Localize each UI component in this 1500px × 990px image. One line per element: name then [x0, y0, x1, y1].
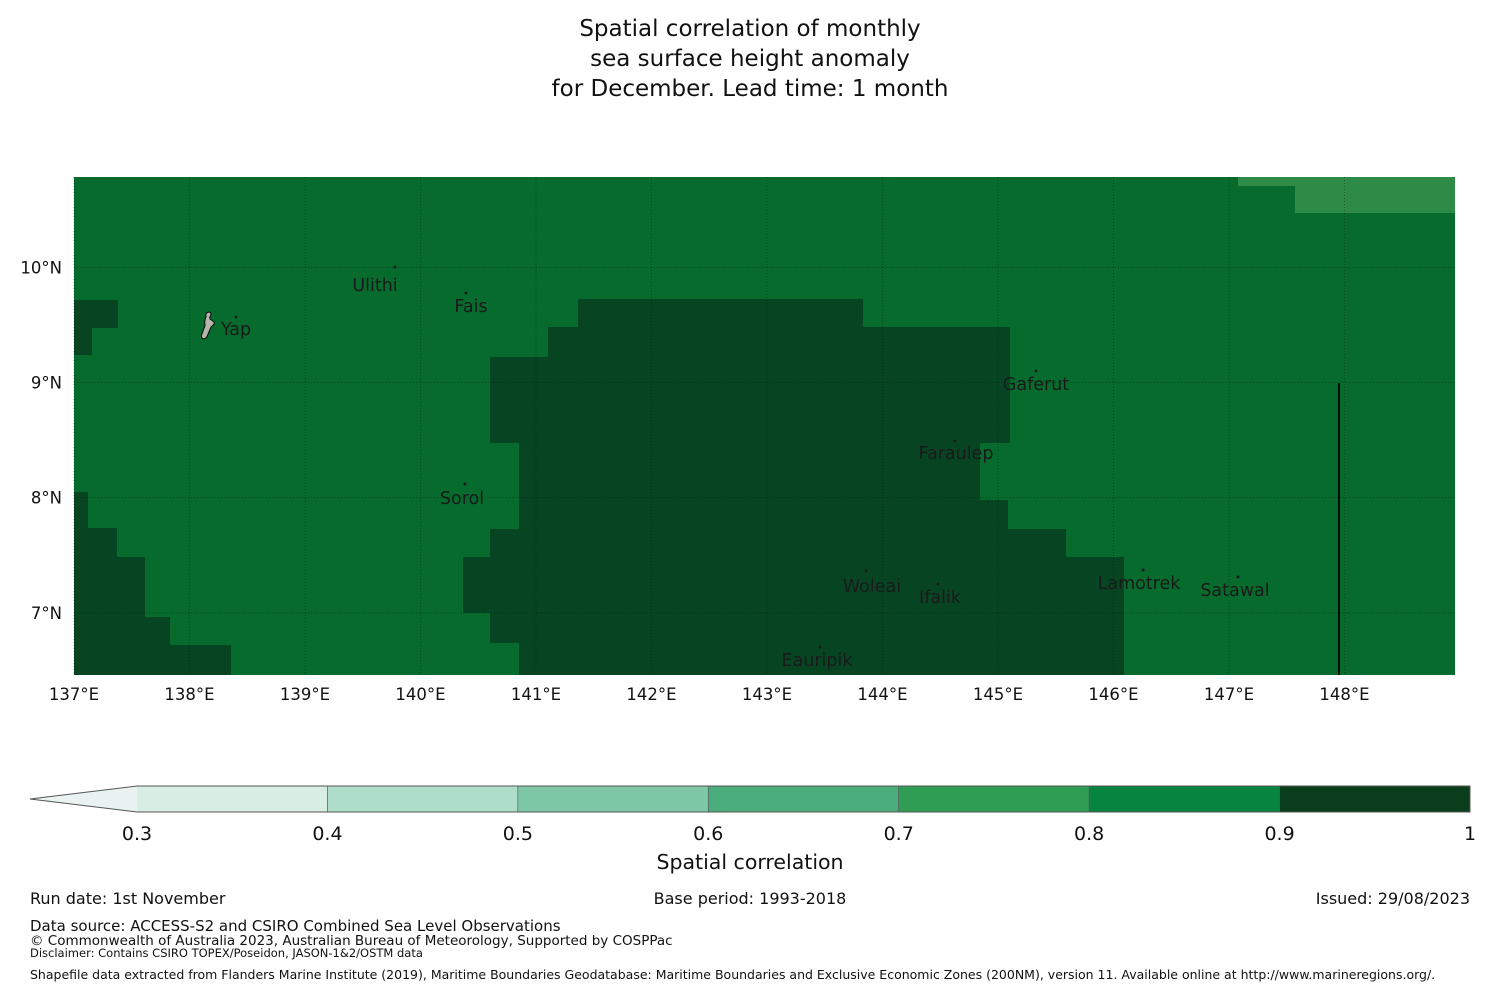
y-tick-label: 8°N [31, 489, 62, 508]
colorbar-tick-label: 0.6 [693, 823, 723, 845]
y-tick-label: 7°N [31, 604, 62, 623]
colorbar-segment [1279, 786, 1470, 812]
correlation-bin-09-10-patch [519, 643, 1124, 675]
correlation-bin-09-10-patch [74, 645, 231, 675]
colorbar-tick-label: 0.9 [1264, 823, 1294, 845]
x-tick-label: 144°E [857, 685, 907, 704]
island-shape-yap [200, 311, 215, 340]
x-tick-label: 146°E [1088, 685, 1138, 704]
colorbar-tick-label: 0.7 [884, 823, 914, 845]
island-label-gaferut: Gaferut [1003, 375, 1069, 395]
x-tick-label: 137°E [49, 685, 99, 704]
run-date-text: Run date: 1st November [30, 889, 226, 908]
correlation-bin-09-10-patch [490, 613, 1124, 643]
issued-text: Issued: 29/08/2023 [1315, 889, 1470, 908]
island-label-eauripik: Eauripik [781, 651, 853, 671]
x-tick-label: 148°E [1319, 685, 1369, 704]
island-label-satawal: Satawal [1200, 581, 1269, 601]
chart-title: Spatial correlation of monthly sea surfa… [0, 14, 1500, 104]
x-tick-label: 142°E [626, 685, 676, 704]
x-tick-label: 139°E [280, 685, 330, 704]
y-tick-label: 9°N [31, 374, 62, 393]
island-dot-woleai [864, 569, 868, 573]
island-dot-gaferut [1034, 369, 1038, 373]
x-tick-label: 143°E [742, 685, 792, 704]
colorbar-segment [137, 786, 328, 812]
correlation-bin-09-10-patch [490, 529, 1066, 557]
colorbar-tick-label: 0.5 [503, 823, 533, 845]
colorbar-tick-label: 0.4 [312, 823, 342, 845]
shapefile-credit-text: Shapefile data extracted from Flanders M… [30, 967, 1436, 982]
correlation-bin-09-10-patch [548, 327, 1010, 357]
title-line-2: sea surface height anomaly [590, 46, 910, 72]
colorbar-segment [1089, 786, 1280, 812]
base-period-text: Base period: 1993-2018 [653, 889, 847, 908]
x-tick-label: 140°E [395, 685, 445, 704]
copyright-text: © Commonwealth of Australia 2023, Austra… [30, 933, 673, 949]
island-label-lamotrek: Lamotrek [1098, 574, 1182, 594]
island-dot-lamotrek [1141, 568, 1145, 572]
colorbar-segment [708, 786, 899, 812]
colorbar-tick-label: 0.3 [122, 823, 152, 845]
colorbar-tick-label: 1 [1464, 823, 1476, 845]
island-label-yap: Yap [220, 320, 251, 340]
colorbar-axis-label: Spatial correlation [656, 850, 843, 874]
island-label-woleai: Woleai [843, 577, 901, 597]
title-line-3: for December. Lead time: 1 month [551, 76, 949, 102]
x-tick-label: 145°E [973, 685, 1023, 704]
correlation-bin-09-10-patch [74, 528, 117, 557]
island-dot-faraulep [953, 439, 957, 443]
correlation-bin-09-10-patch [74, 617, 170, 645]
island-dot-ulithi [393, 265, 397, 269]
x-tick-label: 138°E [164, 685, 214, 704]
correlation-bin-09-10-patch [519, 443, 980, 500]
island-label-faraulep: Faraulep [919, 444, 994, 464]
island-dot-ifalik [936, 582, 940, 586]
correlation-bin-07-08-patch [1238, 177, 1455, 186]
data-source-text: Data source: ACCESS-S2 and CSIRO Combine… [30, 917, 561, 935]
title-line-1: Spatial correlation of monthly [579, 16, 921, 42]
disclaimer-text: Disclaimer: Contains CSIRO TOPEX/Poseido… [30, 946, 423, 960]
x-tick-label: 141°E [511, 685, 561, 704]
colorbar-segment [327, 786, 518, 812]
colorbar-outline [29, 785, 1471, 813]
correlation-bin-09-10-patch [519, 500, 1008, 529]
island-dot-yap [234, 315, 238, 319]
correlation-bin-09-10-patch [74, 300, 118, 328]
island-label-fais: Fais [454, 297, 487, 317]
colorbar-segment [517, 786, 709, 812]
island-dot-fais [464, 291, 468, 295]
island-dot-satawal [1236, 575, 1240, 579]
island-label-ulithi: Ulithi [352, 276, 397, 296]
island-label-sorol: Sorol [440, 489, 484, 509]
correlation-map-canvas: Ulithi Fais Yap Sorol Gaferut Faraulep Woleai I… [20, 177, 1476, 874]
colorbar-under-arrow [30, 786, 137, 812]
correlation-bin-09-10-patch [463, 557, 1124, 613]
island-dot-sorol [463, 482, 467, 486]
island-dot-eauripik [818, 645, 822, 649]
y-tick-label: 10°N [20, 259, 62, 278]
correlation-bin-09-10-patch [578, 299, 863, 327]
correlation-bin-09-10-patch [490, 357, 1010, 443]
correlation-bin-09-10-patch [74, 557, 145, 617]
x-tick-label: 147°E [1204, 685, 1254, 704]
correlation-bin-07-08-patch [1295, 186, 1455, 213]
correlation-bin-09-10-patch [74, 492, 88, 528]
colorbar-tick-label: 0.8 [1074, 823, 1104, 845]
island-label-ifalik: Ifalik [919, 588, 962, 608]
correlation-bin-09-10-patch [74, 328, 92, 355]
colorbar-segment [898, 786, 1090, 812]
